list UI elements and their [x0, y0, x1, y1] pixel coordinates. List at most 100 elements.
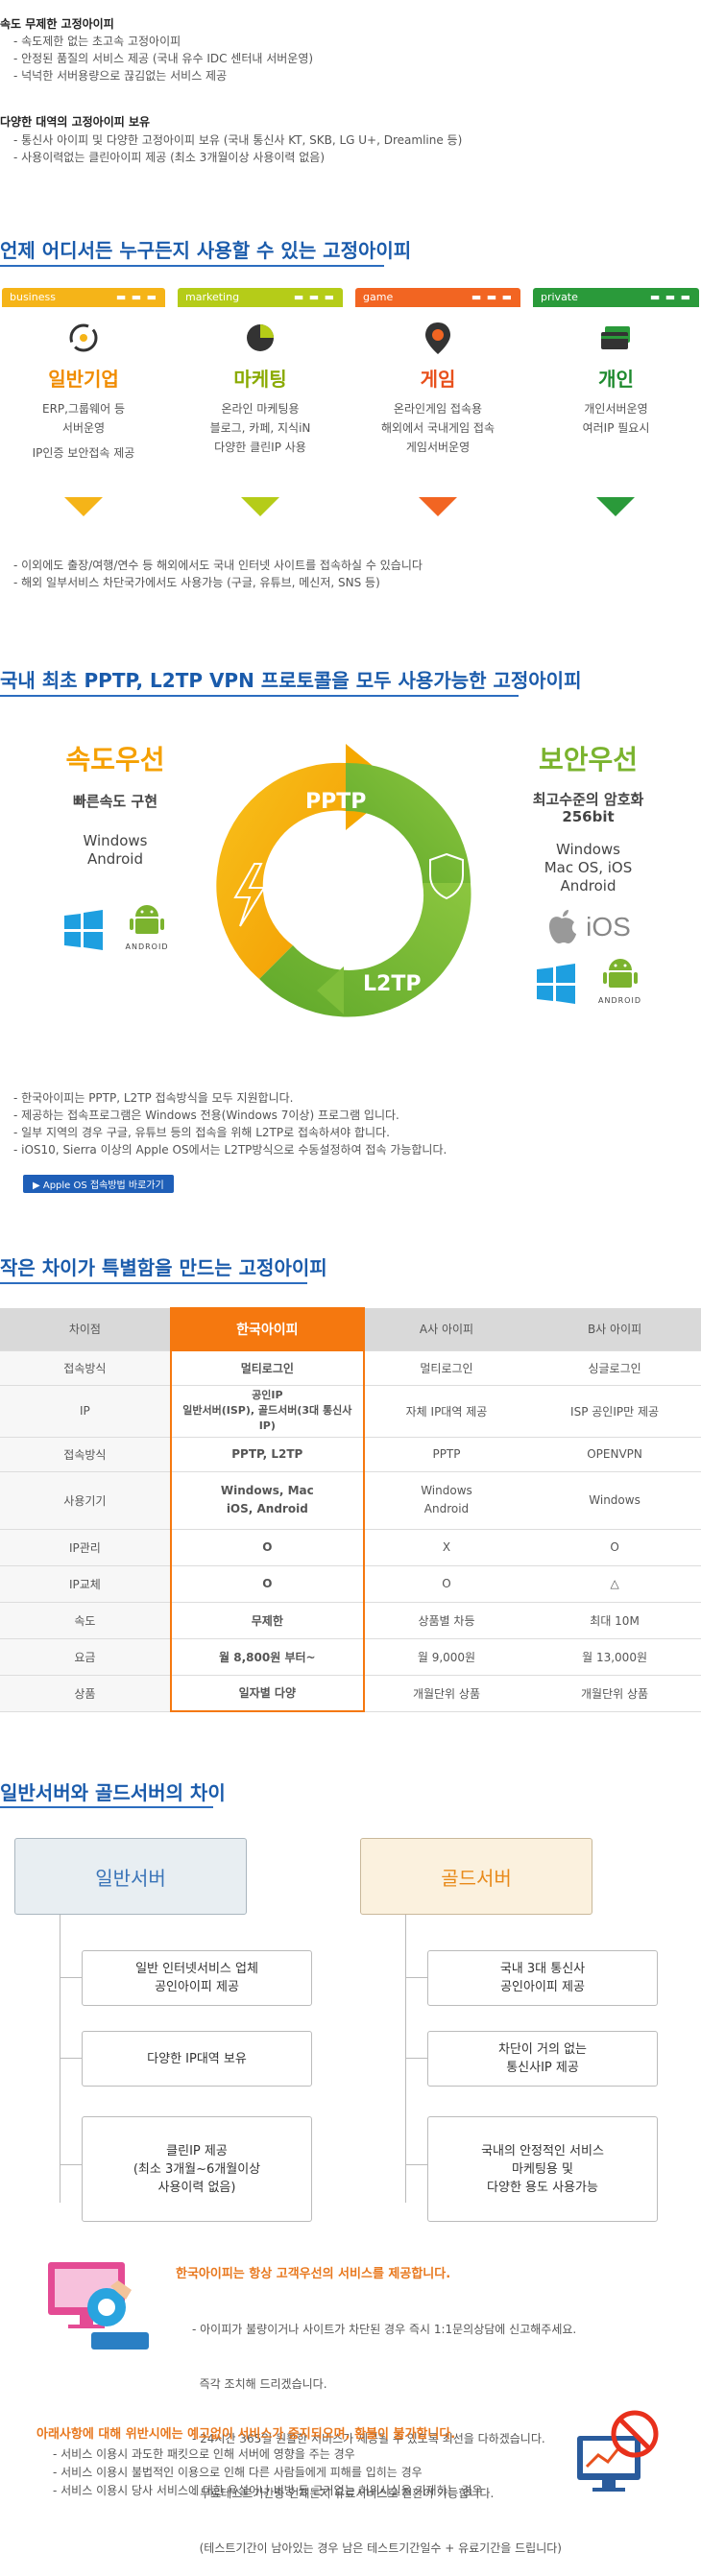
- category-tag: business: [10, 291, 56, 303]
- gold-server-header: 골드서버: [360, 1838, 592, 1915]
- row-key: 상품: [0, 1675, 171, 1712]
- apple-os-guide-button[interactable]: ▶ Apple OS 접속방법 바로가기: [23, 1175, 174, 1193]
- table-row: 접속방식 멀티로그인 멀티로그인 싱글로그인: [0, 1350, 701, 1386]
- intro-group2-title: 다양한 대역의 고정아이피 보유: [0, 115, 151, 129]
- list-item: 즉각 조치해 드리겠습니다.: [192, 2377, 327, 2391]
- section2-underline: [0, 695, 519, 697]
- desc-line: 게임서버운영: [405, 441, 471, 454]
- category-tag-bar: game ▬ ▬ ▬: [355, 288, 520, 307]
- row-key: 접속방식: [0, 1437, 171, 1472]
- general-feature-item: 다양한 IP대역 보유: [82, 2031, 312, 2087]
- intro-group1-title: 속도 무제한 고정아이피: [0, 17, 114, 31]
- row-value: △: [528, 1565, 701, 1603]
- row-value: 월 9,000원: [363, 1638, 529, 1676]
- desc-line: 해외에서 국내게임 접속: [380, 421, 496, 435]
- sub-line: 256bit: [562, 808, 615, 825]
- connector-line: [405, 2164, 427, 2165]
- section4-underline: [0, 1806, 213, 1808]
- general-server-header: 일반서버: [14, 1838, 247, 1915]
- support-monitor-icon: [48, 2262, 149, 2349]
- row-value: ISP 공인IP만 제공: [528, 1385, 701, 1438]
- table-row: 상품 일자별 다양 개월단위 상품 개월단위 상품: [0, 1675, 701, 1712]
- category-dots: ▬ ▬ ▬: [293, 291, 335, 303]
- list-item: - 속도제한 없는 초고속 고정아이피: [13, 35, 181, 48]
- row-value-highlight: 무제한: [169, 1602, 365, 1639]
- category-dots: ▬ ▬ ▬: [115, 291, 157, 303]
- row-key: 사용기기: [0, 1471, 171, 1530]
- category-name: 개인: [598, 368, 634, 391]
- table-row: IP교체 O O △: [0, 1565, 701, 1603]
- android-robot-icon: [602, 959, 638, 988]
- section3-title: 작은 차이가 특별함을 만드는 고정아이피: [0, 1256, 327, 1279]
- table-row: 요금 월 8,800원 부터~ 월 9,000원 월 13,000원: [0, 1638, 701, 1676]
- section1-underline: [0, 265, 384, 267]
- apple-logo-icon: [549, 910, 577, 943]
- row-value: Windows Android: [363, 1471, 529, 1530]
- row-value: 최대 10M: [528, 1602, 701, 1639]
- list-item: - 통신사 아이피 및 다양한 고정아이피 보유 (국내 통신사 KT, SKB…: [13, 133, 463, 147]
- category-tag: private: [541, 291, 578, 303]
- connector-line: [405, 1977, 427, 1978]
- table-header-row: 차이점 한국아이피 A사 아이피 B사 아이피: [0, 1307, 701, 1351]
- category-marketing: marketing ▬ ▬ ▬ 마케팅 온라인 마케팅용 블로그, 카페, 지식…: [178, 288, 343, 516]
- row-key: IP교체: [0, 1565, 171, 1603]
- speed-first-sub: 빠른속도 구현: [72, 793, 158, 810]
- header-cell-highlight: 한국아이피: [169, 1307, 365, 1351]
- list-item: - 24시간 365일 원활한 서비스가 제공될 수 있도록 최선을 다하겠습니…: [192, 2432, 545, 2445]
- shield-icon: [429, 852, 464, 900]
- refresh-cycle-icon: [69, 323, 98, 352]
- list-item: - iOS10, Sierra 이상의 Apple OS에서는 L2TP방식으로…: [13, 1143, 447, 1157]
- speed-first-title: 속도우선: [65, 744, 165, 775]
- credit-card-icon: [600, 326, 630, 349]
- apple-ios-logos: iOS: [475, 909, 701, 945]
- gold-feature-item: 차단이 거의 없는 통신사IP 제공: [427, 2031, 658, 2087]
- vpn-protocol-ring: PPTP L2TP: [216, 744, 471, 1017]
- category-name: 게임: [420, 368, 456, 391]
- intro-group2-list: - 통신사 아이피 및 다양한 고정아이피 보유 (국내 통신사 KT, SKB…: [13, 131, 462, 166]
- prohibited-monitor-icon: [577, 2410, 659, 2492]
- down-arrow-icon: [419, 497, 457, 516]
- intro-group1-list: - 속도제한 없는 초고속 고정아이피 - 안정된 품질의 서비스 제공 (국내…: [13, 33, 313, 84]
- table-row: IP관리 O X O: [0, 1529, 701, 1566]
- row-value-highlight: 공인IP 일반서버(ISP), 골드서버(3대 통신사 IP): [169, 1385, 365, 1438]
- android-wordmark: ANDROID: [598, 996, 641, 1005]
- header-cell: B사 아이피: [528, 1308, 701, 1351]
- list-item: - 해외 일부서비스 차단국가에서도 사용가능 (구글, 유튜브, 메신저, S…: [13, 576, 380, 589]
- row-key: 요금: [0, 1638, 171, 1676]
- section1-notes: - 이외에도 출장/여행/연수 등 해외에서도 국내 인터넷 사이트를 접속하실…: [13, 557, 423, 591]
- location-pin-icon: [425, 322, 450, 354]
- category-desc: 온라인게임 접속용 해외에서 국내게임 접속 게임서버운영: [355, 399, 520, 457]
- l2tp-label: L2TP: [363, 972, 421, 996]
- table-row: 속도 무제한 상품별 차등 최대 10M: [0, 1602, 701, 1639]
- desc-line: 다양한 클린IP 사용: [214, 441, 306, 454]
- os-line: Android: [560, 877, 616, 894]
- table-row: 접속방식 PPTP, L2TP PPTP OPENVPN: [0, 1437, 701, 1472]
- section1-title: 언제 어디서든 누구든지 사용할 수 있는 고정아이피: [0, 239, 412, 262]
- os-line: Mac OS, iOS: [544, 859, 633, 876]
- category-tag-bar: business ▬ ▬ ▬: [2, 288, 165, 307]
- header-cell: 차이점: [0, 1308, 171, 1351]
- android-robot-icon: [130, 905, 164, 934]
- category-dots: ▬ ▬ ▬: [471, 291, 513, 303]
- row-value: 월 13,000원: [528, 1638, 701, 1676]
- row-value-highlight: PPTP, L2TP: [169, 1437, 365, 1472]
- ios-wordmark: iOS: [586, 912, 631, 942]
- lightning-icon: [233, 863, 266, 927]
- pptp-label: PPTP: [305, 790, 366, 814]
- android-logo: ANDROID: [126, 901, 169, 951]
- security-first-sub: 최고수준의 암호화 256bit: [475, 791, 701, 825]
- list-item: - 서비스 이용시 불법적인 이용으로 인해 다른 사람들에게 피해를 입히는 …: [53, 2466, 423, 2479]
- security-first-os: Windows Mac OS, iOS Android: [475, 841, 701, 895]
- row-key: 속도: [0, 1602, 171, 1639]
- down-arrow-icon: [241, 497, 279, 516]
- row-value: 멀티로그인: [363, 1350, 529, 1386]
- speed-first-panel: 속도우선 빠른속도 구현 Windows Android ANDROID: [0, 739, 230, 951]
- category-name: 마케팅: [233, 368, 287, 391]
- down-arrow-icon: [64, 497, 103, 516]
- connector-line: [60, 2058, 82, 2059]
- row-value-highlight: Windows, Mac iOS, Android: [169, 1471, 365, 1530]
- connector-line: [60, 1977, 82, 1978]
- category-desc: ERP,그룹웨어 등 서버운영 IP인증 보안접속 제공: [2, 399, 165, 463]
- comparison-table: 차이점 한국아이피 A사 아이피 B사 아이피 접속방식 멀티로그인 멀티로그인…: [0, 1307, 701, 1712]
- sub-line: 최고수준의 암호화: [532, 791, 644, 808]
